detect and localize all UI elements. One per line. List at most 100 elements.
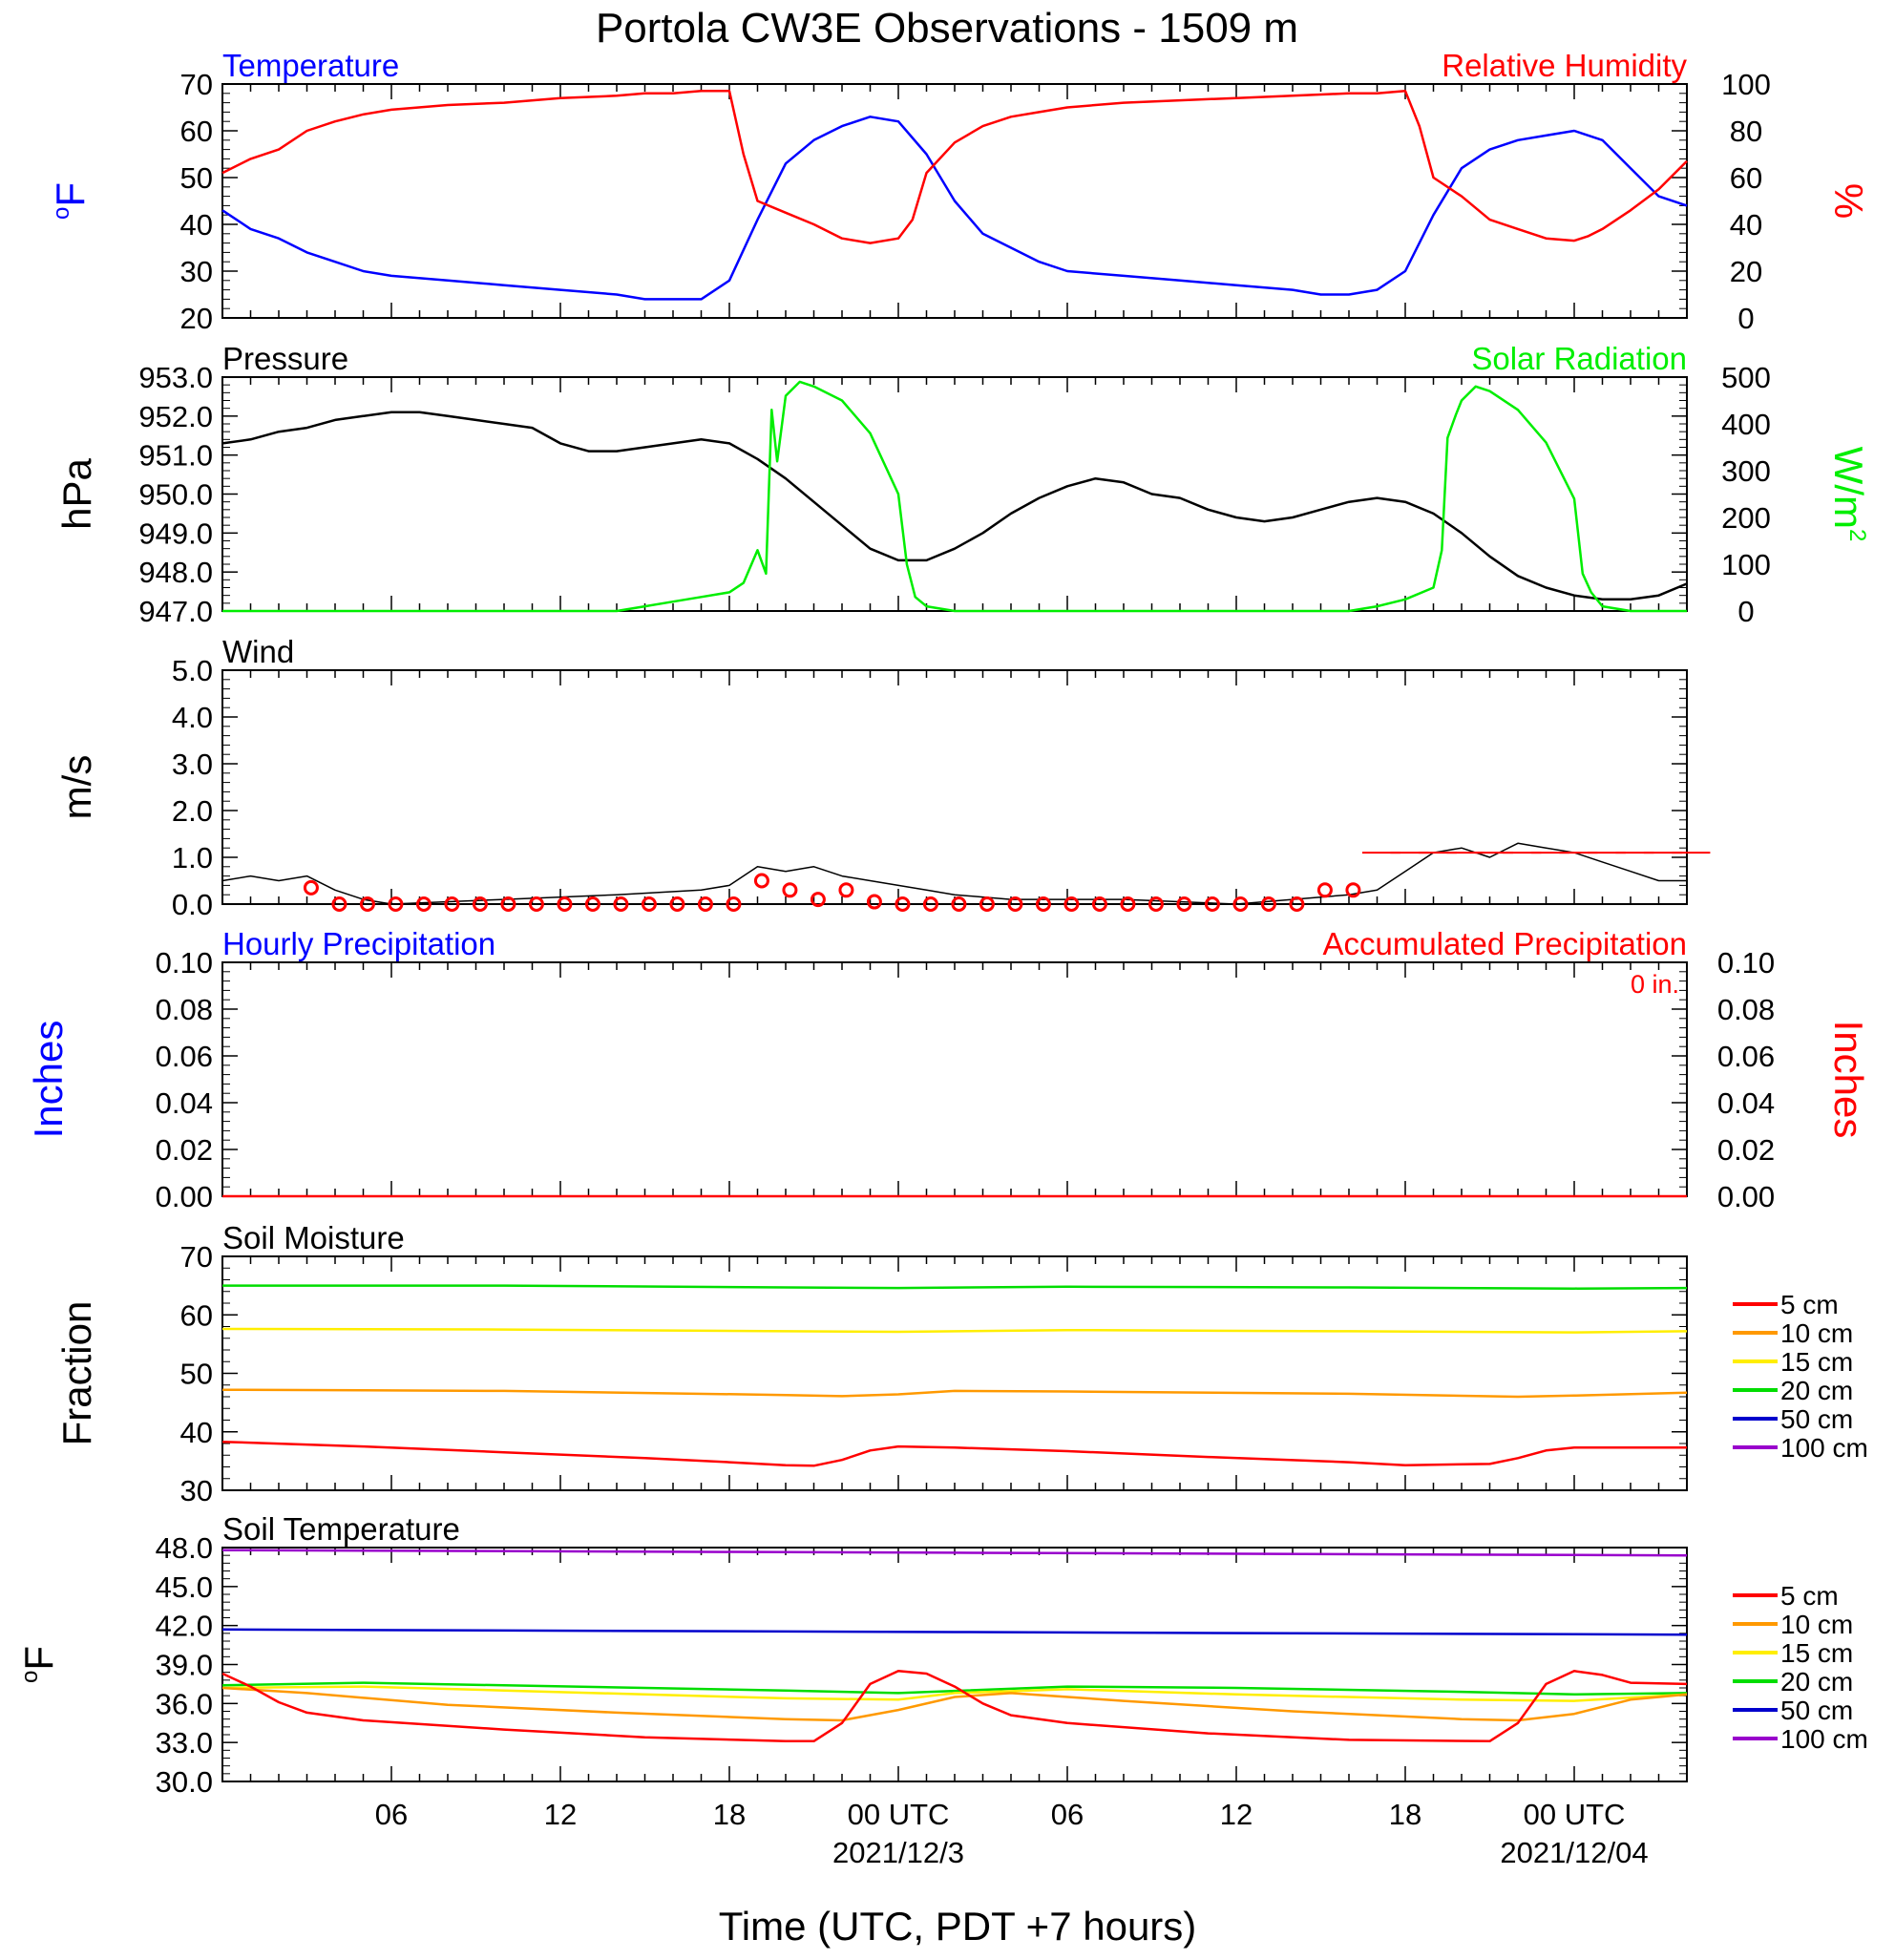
wind-marker — [669, 896, 685, 912]
wind-marker — [331, 896, 347, 912]
wind-marker — [472, 896, 488, 912]
y-axis-label-right: % — [1826, 183, 1871, 219]
y-tick-label-right: 0 — [1737, 302, 1754, 335]
panel-title-left: Hourly Precipitation — [222, 926, 495, 961]
panel-pressure-solar: 947.0 948.0 949.0 950.0 951.0 952.0 953.0 0 100 2… — [54, 341, 1871, 628]
y-tick-label-left: 40 — [180, 208, 213, 242]
wind-marker — [584, 896, 600, 912]
panel-title-left: Pressure — [222, 341, 348, 376]
series-line-10cm — [221, 1388, 1688, 1399]
y-tick-label-left: 30 — [180, 1474, 213, 1507]
x-tick-label: 00 UTC — [1524, 1798, 1626, 1831]
y-tick-label-right: 100 — [1721, 548, 1771, 581]
legend-label: 50 cm — [1780, 1404, 1853, 1434]
panels: 20 30 40 50 60 70 0 20 40 60 80 100 Temperature Relat… — [16, 48, 1871, 1799]
wind-marker — [1007, 896, 1023, 912]
legend-label: 15 cm — [1780, 1347, 1853, 1377]
wind-marker — [726, 896, 742, 912]
y-axis-label-left: oF — [16, 1646, 61, 1683]
series-line-15cm — [221, 1685, 1688, 1702]
plot-frame — [221, 1547, 1688, 1782]
legend-label: 20 cm — [1780, 1376, 1853, 1405]
y-tick-label-right: 0.02 — [1717, 1133, 1775, 1167]
wind-marker — [1063, 896, 1080, 912]
legend-label: 100 cm — [1780, 1433, 1868, 1463]
y-tick-label-left: 0.04 — [156, 1086, 213, 1120]
wind-marker — [1345, 882, 1361, 898]
y-tick-label-right: 400 — [1721, 408, 1771, 441]
y-tick-label-right: 0.00 — [1717, 1180, 1775, 1213]
y-tick-label-right: 500 — [1721, 361, 1771, 394]
legend-label: 15 cm — [1780, 1638, 1853, 1668]
y-tick-label-left: 2.0 — [172, 794, 213, 828]
wind-marker — [697, 896, 713, 912]
legend-label: 5 cm — [1780, 1581, 1839, 1611]
wind-marker — [303, 879, 319, 896]
y-tick-label-left: 36.0 — [156, 1687, 213, 1720]
panel-title-left: Temperature — [222, 48, 399, 83]
wind-marker — [1035, 896, 1051, 912]
y-axis-label-left: hPa — [54, 457, 99, 529]
y-axis-label-left: m/s — [54, 755, 99, 820]
y-axis-label-left: oF — [48, 182, 93, 220]
y-tick-label-right: 300 — [1721, 454, 1771, 488]
legend-label: 20 cm — [1780, 1667, 1853, 1697]
y-tick-label-left: 950.0 — [138, 478, 213, 512]
plot-frame — [221, 1255, 1688, 1491]
wind-marker — [838, 882, 854, 898]
panel-title-right: Accumulated Precipitation — [1322, 926, 1687, 961]
y-tick-label-left: 70 — [180, 1240, 213, 1274]
y-tick-label-right: 0.04 — [1717, 1086, 1775, 1120]
y-tick-label-left: 4.0 — [172, 701, 213, 734]
series-line-5cm — [221, 1440, 1687, 1467]
wind-marker — [444, 896, 460, 912]
wind-marker — [557, 896, 573, 912]
y-tick-label-left: 48.0 — [156, 1531, 213, 1565]
y-tick-label-right: 0.10 — [1717, 946, 1775, 980]
panel-soil-temperature: 30.0 33.0 36.0 39.0 42.0 45.0 48.0 Soil Tempera… — [16, 1511, 1868, 1799]
y-tick-label-left: 42.0 — [156, 1610, 213, 1643]
x-tick-label: 18 — [1389, 1798, 1421, 1831]
wind-marker — [1091, 896, 1107, 912]
y-tick-label-left: 3.0 — [172, 748, 213, 781]
y-tick-label-left: 0.02 — [156, 1133, 213, 1167]
x-axis: 06 12 18 00 UTC 06 12 18 00 UTC 2021/12/3 2021/12… — [375, 1798, 1649, 1869]
y-tick-label-right: 0 — [1737, 595, 1754, 628]
x-tick-label: 12 — [544, 1798, 577, 1831]
series-line-left — [221, 842, 1687, 905]
y-tick-label-left: 0.00 — [156, 1180, 213, 1213]
series-line-20cm — [221, 1681, 1688, 1697]
y-tick-label-left: 0.10 — [156, 946, 213, 980]
wind-marker — [782, 882, 798, 898]
panel-title-right: Relative Humidity — [1442, 48, 1687, 83]
wind-marker — [1260, 896, 1276, 912]
wind-marker — [1176, 896, 1192, 912]
wind-marker — [951, 896, 967, 912]
wind-marker — [810, 892, 826, 908]
y-tick-label-right: 0.08 — [1717, 993, 1775, 1026]
panel-precip: 0.00 0.02 0.04 0.06 0.08 0.10 0.00 0.02 0.04 0.06… — [26, 926, 1871, 1213]
y-tick-label-left: 39.0 — [156, 1649, 213, 1682]
series-line-left — [221, 411, 1688, 601]
y-tick-label-left: 40 — [180, 1416, 213, 1449]
y-axis-label-right: W/m2 — [1826, 447, 1871, 542]
legend-label: 10 cm — [1780, 1318, 1853, 1348]
y-tick-label-right: 80 — [1730, 115, 1762, 148]
series-line-right — [222, 380, 1687, 613]
series-line-20cm — [222, 1284, 1688, 1290]
y-tick-label-left: 1.0 — [172, 841, 213, 875]
wind-marker — [388, 896, 404, 912]
wind-marker — [1289, 896, 1305, 912]
panel-title-left: Wind — [222, 634, 294, 669]
plot-frame — [221, 961, 1688, 1197]
panel-title-left: Soil Temperature — [222, 1511, 460, 1547]
series-line-10cm — [221, 1686, 1688, 1722]
y-tick-label-left: 50 — [180, 161, 213, 195]
chart-title: Portola CW3E Observations - 1509 m — [596, 5, 1298, 52]
y-axis-label-left: Inches — [26, 1021, 71, 1139]
y-tick-label-left: 952.0 — [138, 400, 213, 433]
wind-marker — [895, 896, 911, 912]
x-date-label: 2021/12/04 — [1500, 1836, 1648, 1869]
